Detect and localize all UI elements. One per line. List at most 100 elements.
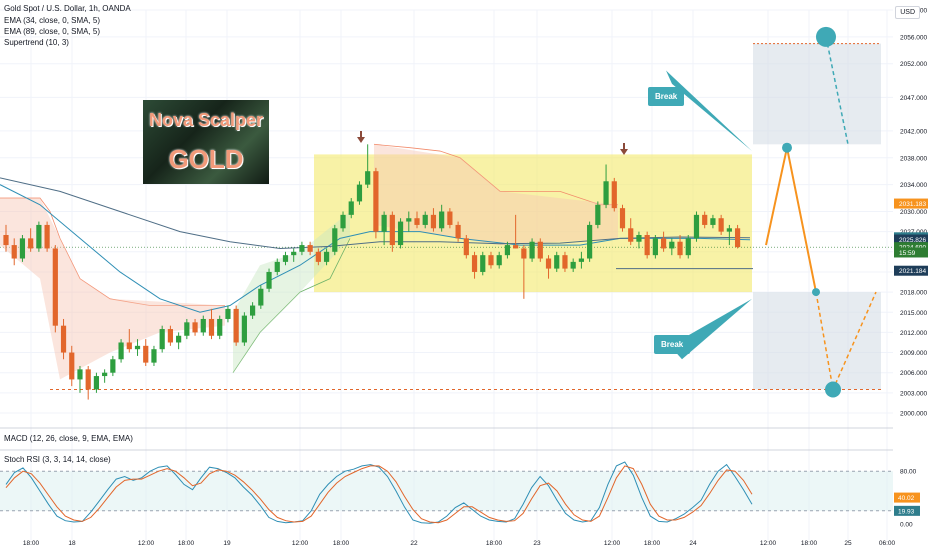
candle-body [225, 308, 231, 319]
price-tag [894, 242, 928, 253]
price-tick-label: 2009.000 [900, 350, 927, 357]
candle-body [299, 245, 305, 252]
candle-body [702, 214, 708, 225]
candle-body [562, 255, 568, 269]
candle-body [19, 238, 26, 259]
price-tag [894, 234, 928, 245]
ema-line [0, 177, 751, 249]
lower-target-box [753, 292, 881, 390]
rsi-series-line [5, 465, 753, 524]
ema34-legend[interactable]: EMA (34, close, 0, SMA, 5) [4, 16, 101, 25]
candle-body [619, 208, 626, 229]
candle-body [365, 171, 371, 185]
arrow-down-icon [357, 137, 365, 143]
ema89-legend[interactable]: EMA (89, close, 0, SMA, 5) [4, 27, 101, 36]
stoch-rsi-title[interactable]: Stoch RSI (3, 3, 14, 14, close) [4, 455, 111, 464]
candle-body [636, 235, 642, 242]
candle-body [389, 214, 395, 246]
candle-body [356, 184, 363, 202]
candle-body [726, 228, 732, 232]
time-tick-label: 12:00 [760, 540, 777, 547]
candle-body [167, 329, 173, 343]
price-tag-label: 2025.826 [899, 237, 926, 244]
break-upper-callout: Break [648, 87, 685, 106]
pivot-marker [782, 142, 792, 153]
candle-body [282, 255, 289, 262]
candle-body [422, 214, 428, 225]
price-tick-label: 2038.000 [900, 155, 927, 162]
logo-line2: GOLD [168, 144, 244, 174]
time-tick-label: 25 [844, 540, 852, 547]
candle-body [77, 369, 83, 380]
price-tick-label: 2012.000 [900, 330, 927, 337]
candle-body [693, 214, 700, 239]
candle-body [184, 322, 190, 336]
candle-body [734, 228, 741, 248]
break-lower-callout: Break [654, 335, 691, 354]
candle-body [381, 214, 387, 232]
candle-body [126, 342, 132, 350]
price-tag [894, 198, 928, 209]
candle-body [439, 211, 445, 229]
rsi-band [0, 471, 893, 511]
time-tick-label: 18:00 [801, 540, 818, 547]
projection-upper-dashed [825, 36, 849, 145]
ema-lines [0, 177, 751, 313]
candle-body [488, 255, 494, 266]
candle-body [521, 248, 527, 259]
candle-body [504, 245, 511, 256]
candle-body [578, 258, 584, 262]
candle-body [52, 248, 58, 326]
price-tick-label: 2018.000 [900, 290, 927, 297]
candle-body [628, 228, 634, 242]
candle-body [110, 359, 116, 373]
candle-body [332, 228, 338, 252]
time-tick-label: 18:00 [178, 540, 195, 547]
time-tick-label: 23 [533, 540, 541, 547]
candle-body [677, 241, 683, 256]
candle-body [36, 224, 42, 249]
candle-body [644, 235, 650, 256]
candle-body [669, 241, 675, 249]
candle-body [118, 342, 124, 360]
price-tick-label: 2052.000 [900, 61, 927, 68]
candle-body [480, 255, 486, 272]
callout-pointer [666, 70, 752, 152]
candle-body [373, 171, 379, 232]
candle-body [323, 251, 330, 262]
price-axis[interactable]: 2000.000 2003.000 2006.000 2009.000 2012.000… [894, 8, 928, 418]
macd-title[interactable]: MACD (12, 26, close, 9, EMA, EMA) [4, 434, 133, 443]
price-tick-label: 2047.000 [900, 95, 927, 102]
price-tag-label: 2021.184 [899, 268, 926, 275]
candle-body [233, 308, 239, 343]
candle-body [192, 322, 198, 333]
candle-body [710, 218, 716, 225]
price-tick-label: 2003.000 [900, 390, 927, 397]
chart-title: Gold Spot / U.S. Dollar, 1h, OANDA [4, 4, 131, 13]
price-tag-label: 15:59 [899, 250, 916, 257]
upper-target-box [753, 43, 881, 145]
time-tick-label: 24 [689, 540, 697, 547]
supertrend-fill [0, 198, 225, 380]
time-axis[interactable]: 18:00 18 12:00 18:00 19 12:00 18:00 22 18:00 23 12… [23, 540, 896, 547]
price-tick-label: 2030.000 [900, 209, 927, 216]
candle-body [241, 315, 247, 343]
currency-button[interactable]: USD [895, 6, 920, 19]
price-tick-label: 2042.000 [900, 128, 927, 135]
candle-body [143, 345, 149, 363]
supertrend-legend[interactable]: Supertrend (10, 3) [4, 38, 69, 47]
candle-body [447, 211, 453, 225]
candle-body [291, 251, 297, 256]
candle-body [414, 218, 420, 225]
time-tick-label: 12:00 [292, 540, 309, 547]
candle-body [258, 288, 264, 306]
candle-body [3, 235, 9, 246]
rsi-tick-label: 19.93 [898, 508, 915, 515]
time-tick-label: 18 [68, 540, 76, 547]
time-tick-label: 18:00 [486, 540, 503, 547]
candle-body [176, 335, 182, 343]
candle-body [430, 214, 437, 229]
pivot-marker [812, 288, 820, 297]
rsi-tick-label: 40.02 [898, 495, 915, 502]
